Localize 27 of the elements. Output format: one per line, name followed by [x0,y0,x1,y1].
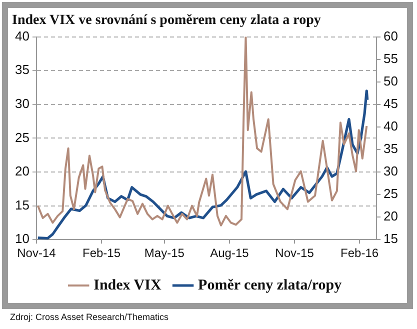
x-tick-label: Nov-14 [17,246,56,260]
y2-tick-label: 55 [384,50,398,66]
y2-tick-label: 40 [384,118,398,134]
y-tick-label: 40 [14,28,30,44]
y2-tick-label: 50 [384,73,398,88]
x-tick-label: Feb-15 [82,246,121,260]
text: Zdroj: Cross Asset Research/Thematics [10,312,169,322]
x-tick-label: Aug-15 [210,246,250,260]
y2-tick-label: 35 [384,141,398,156]
y-tick-label: 20 [14,164,30,179]
y-tick-label: 35 [14,62,30,78]
y-tick-label: 10 [14,231,30,246]
legend-label: Index VIX [94,277,162,294]
legend-label: Poměr ceny zlata/ropy [198,277,342,294]
y2-tick-label: 25 [384,186,398,202]
x-tick-label: Feb-16 [340,246,379,260]
y2-tick-label: 20 [384,208,398,224]
y2-tick-label: 15 [384,231,398,246]
y2-tick-label: 60 [384,28,398,44]
x-tick-label: Nov-15 [275,246,314,260]
y2-tick-label: 45 [384,96,398,111]
x-tick-label: May-15 [144,246,185,260]
y-tick-label: 30 [14,96,30,111]
y-tick-label: 25 [14,130,30,145]
chart-title: Index VIX ve srovnání s poměrem ceny zlata a ropy [12,13,321,28]
y-tick-label: 15 [14,197,30,212]
y2-tick-label: 30 [384,164,398,179]
